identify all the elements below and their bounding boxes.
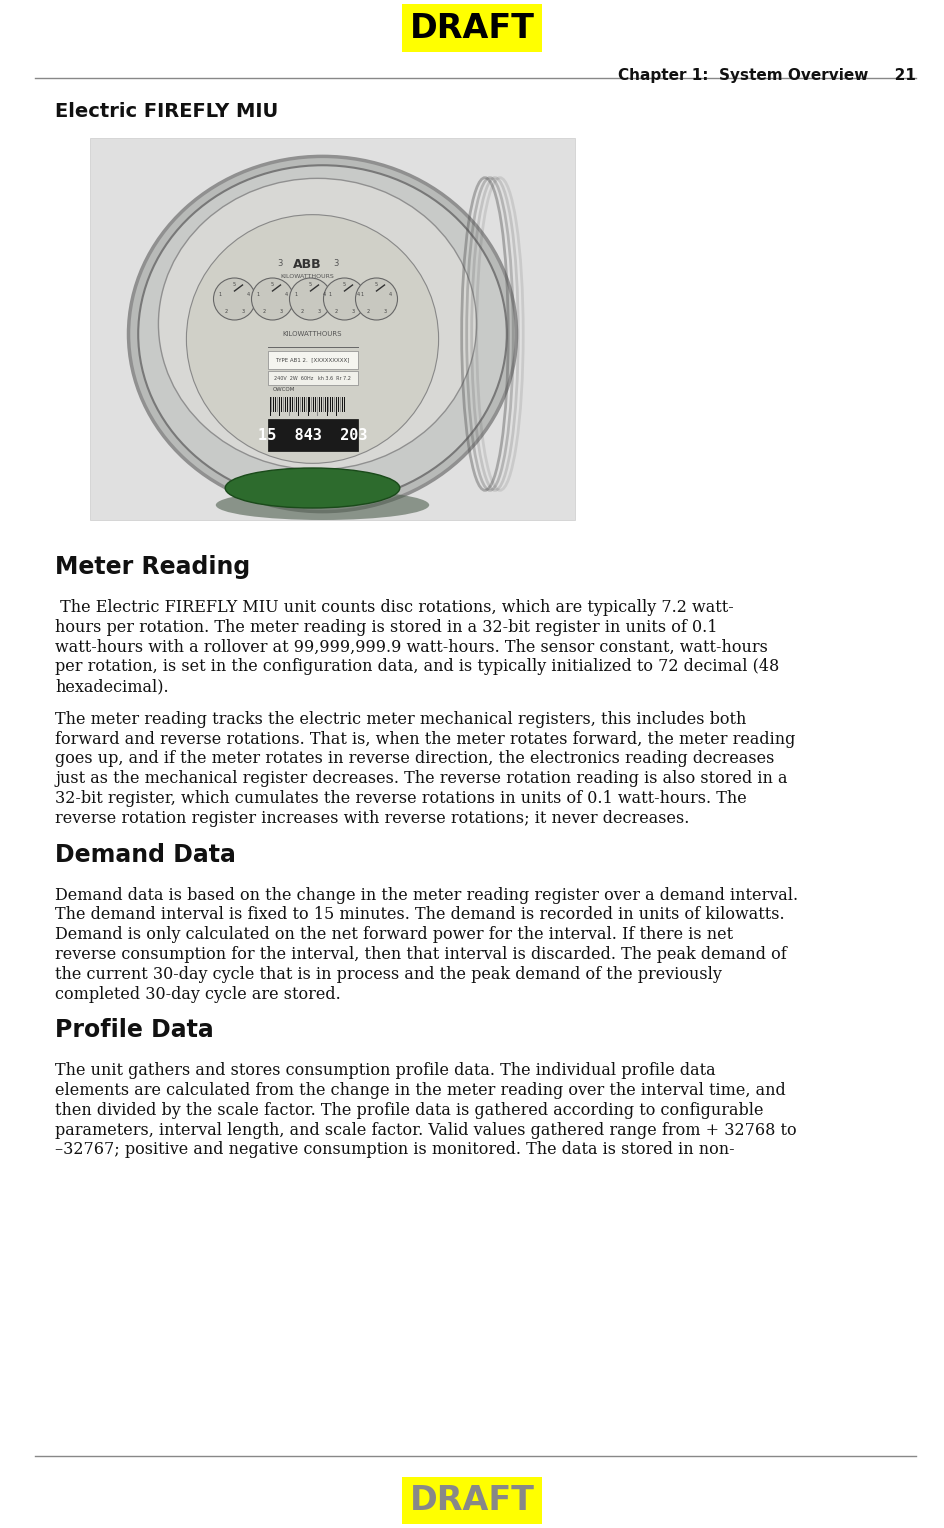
- Text: 1: 1: [295, 292, 297, 296]
- Text: 3: 3: [279, 309, 283, 313]
- Ellipse shape: [128, 156, 516, 512]
- Text: 4: 4: [323, 292, 327, 296]
- Text: Demand data is based on the change in the meter reading register over a demand i: Demand data is based on the change in th…: [55, 886, 798, 903]
- Text: 32-bit register, which cumulates the reverse rotations in units of 0.1 watt-hour: 32-bit register, which cumulates the rev…: [55, 790, 747, 807]
- Circle shape: [324, 278, 365, 319]
- Bar: [267, 351, 358, 368]
- Text: reverse consumption for the interval, then that interval is discarded. The peak : reverse consumption for the interval, th…: [55, 946, 786, 963]
- Text: 4: 4: [247, 292, 250, 296]
- Text: per rotation, is set in the configuration data, and is typically initialized to : per rotation, is set in the configuratio…: [55, 659, 779, 675]
- Text: 2: 2: [300, 309, 303, 313]
- Text: 4: 4: [389, 292, 393, 296]
- Text: Demand is only calculated on the net forward power for the interval. If there is: Demand is only calculated on the net for…: [55, 926, 733, 943]
- Bar: [90, 138, 575, 520]
- Text: DRAFT: DRAFT: [410, 1484, 534, 1517]
- Text: the current 30-day cycle that is in process and the peak demand of the previousl: the current 30-day cycle that is in proc…: [55, 966, 722, 983]
- Text: ABB: ABB: [294, 258, 322, 270]
- Text: TYPE AB1 2.  [XXXXXXXXX]: TYPE AB1 2. [XXXXXXXXX]: [276, 358, 349, 362]
- Text: Meter Reading: Meter Reading: [55, 555, 250, 579]
- Text: 3: 3: [318, 309, 321, 313]
- Text: KILOWATTHOURS: KILOWATTHOURS: [280, 274, 334, 278]
- Text: 240V  2W  60Hz   kh 3.6  Rr 7.2: 240V 2W 60Hz kh 3.6 Rr 7.2: [274, 376, 351, 380]
- Text: 15  843  203: 15 843 203: [258, 428, 367, 443]
- Text: hexadecimal).: hexadecimal).: [55, 678, 169, 695]
- Ellipse shape: [216, 490, 430, 520]
- Text: Demand Data: Demand Data: [55, 842, 236, 866]
- Text: The meter reading tracks the electric meter mechanical registers, this includes : The meter reading tracks the electric me…: [55, 711, 747, 727]
- Text: hours per rotation. The meter reading is stored in a 32-bit register in units of: hours per rotation. The meter reading is…: [55, 619, 717, 636]
- Ellipse shape: [226, 468, 400, 507]
- Circle shape: [356, 278, 397, 319]
- Text: 2: 2: [366, 309, 369, 313]
- Ellipse shape: [159, 179, 477, 469]
- Ellipse shape: [138, 165, 507, 503]
- Text: parameters, interval length, and scale factor. Valid values gathered range from : parameters, interval length, and scale f…: [55, 1122, 797, 1138]
- Text: 4: 4: [357, 292, 361, 296]
- Text: 5: 5: [309, 281, 312, 287]
- Text: 5: 5: [271, 281, 274, 287]
- Text: –32767; positive and negative consumption is monitored. The data is stored in no: –32767; positive and negative consumptio…: [55, 1141, 734, 1158]
- Text: 4: 4: [285, 292, 288, 296]
- Ellipse shape: [186, 214, 439, 463]
- Text: 3: 3: [384, 309, 387, 313]
- Text: watt-hours with a rollover at 99,999,999.9 watt-hours. The sensor constant, watt: watt-hours with a rollover at 99,999,999…: [55, 639, 767, 656]
- Text: KILOWATTHOURS: KILOWATTHOURS: [283, 332, 343, 338]
- Text: Chapter 1:  System Overview     21: Chapter 1: System Overview 21: [618, 69, 916, 83]
- Text: 1: 1: [329, 292, 331, 296]
- Text: 3: 3: [277, 260, 282, 269]
- Text: 5: 5: [375, 281, 378, 287]
- Text: then divided by the scale factor. The profile data is gathered according to conf: then divided by the scale factor. The pr…: [55, 1102, 764, 1118]
- Text: The Electric FIREFLY MIU unit counts disc rotations, which are typically 7.2 wat: The Electric FIREFLY MIU unit counts dis…: [55, 599, 733, 616]
- Text: just as the mechanical register decreases. The reverse rotation reading is also : just as the mechanical register decrease…: [55, 770, 787, 787]
- Text: The unit gathers and stores consumption profile data. The individual profile dat: The unit gathers and stores consumption …: [55, 1062, 716, 1079]
- Text: Profile Data: Profile Data: [55, 1018, 213, 1042]
- Text: goes up, and if the meter rotates in reverse direction, the electronics reading : goes up, and if the meter rotates in rev…: [55, 750, 774, 767]
- Text: 3: 3: [242, 309, 244, 313]
- Text: forward and reverse rotations. That is, when the meter rotates forward, the mete: forward and reverse rotations. That is, …: [55, 730, 796, 747]
- Text: 1: 1: [219, 292, 222, 296]
- Circle shape: [213, 278, 256, 319]
- Text: DRAFT: DRAFT: [410, 12, 534, 44]
- Text: 2: 2: [224, 309, 228, 313]
- Text: elements are calculated from the change in the meter reading over the interval t: elements are calculated from the change …: [55, 1082, 785, 1099]
- Bar: [267, 371, 358, 385]
- Text: 2: 2: [334, 309, 337, 313]
- Text: The demand interval is fixed to 15 minutes. The demand is recorded in units of k: The demand interval is fixed to 15 minut…: [55, 906, 784, 923]
- Text: 5: 5: [343, 281, 346, 287]
- Bar: [267, 419, 358, 451]
- Text: 1: 1: [361, 292, 363, 296]
- Circle shape: [251, 278, 294, 319]
- Text: 3: 3: [333, 260, 338, 269]
- Text: 3: 3: [352, 309, 355, 313]
- Circle shape: [290, 278, 331, 319]
- Text: 1: 1: [257, 292, 260, 296]
- Text: 2: 2: [262, 309, 265, 313]
- Text: reverse rotation register increases with reverse rotations; it never decreases.: reverse rotation register increases with…: [55, 810, 689, 827]
- Text: completed 30-day cycle are stored.: completed 30-day cycle are stored.: [55, 986, 341, 1002]
- Text: OWCOM: OWCOM: [273, 387, 295, 393]
- Text: 5: 5: [233, 281, 236, 287]
- Text: Electric FIREFLY MIU: Electric FIREFLY MIU: [55, 102, 278, 121]
